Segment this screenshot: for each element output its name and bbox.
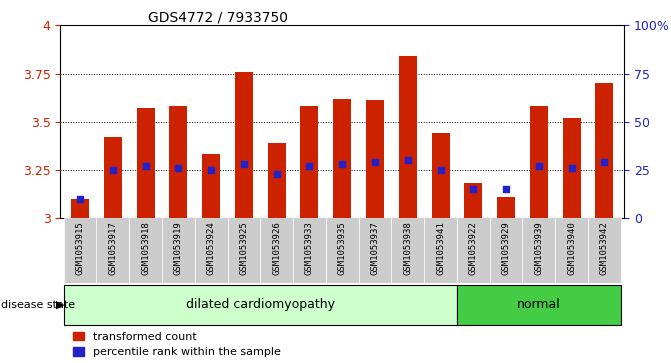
Point [304, 163, 315, 169]
Bar [130, 218, 162, 283]
Bar [358, 218, 391, 283]
Point [140, 163, 151, 169]
Bar [595, 83, 613, 218]
Text: GSM1053915: GSM1053915 [76, 221, 85, 275]
Bar [162, 218, 195, 283]
Bar [326, 218, 358, 283]
Bar [562, 118, 580, 218]
Text: GSM1053918: GSM1053918 [141, 221, 150, 275]
Bar [64, 285, 457, 325]
Point [337, 161, 348, 167]
Bar [490, 218, 523, 283]
Text: ▶: ▶ [56, 300, 64, 310]
Bar [333, 98, 351, 218]
Point [370, 159, 380, 165]
Point [173, 165, 184, 171]
Bar [227, 218, 260, 283]
Bar [104, 137, 122, 218]
Point [533, 163, 544, 169]
Text: GSM1053925: GSM1053925 [240, 221, 248, 275]
Bar [137, 108, 154, 218]
Point [566, 165, 577, 171]
Text: GSM1053924: GSM1053924 [207, 221, 215, 275]
Bar [268, 143, 286, 218]
Text: GSM1053942: GSM1053942 [600, 221, 609, 275]
Bar [523, 218, 555, 283]
Bar [97, 218, 130, 283]
Point [599, 159, 610, 165]
Bar [431, 133, 450, 218]
Point [74, 196, 85, 201]
Bar [301, 106, 319, 218]
Bar [293, 218, 326, 283]
Bar [457, 218, 490, 283]
Text: normal: normal [517, 298, 561, 311]
Text: GSM1053938: GSM1053938 [403, 221, 412, 275]
Text: dilated cardiomyopathy: dilated cardiomyopathy [186, 298, 335, 311]
Text: GSM1053939: GSM1053939 [534, 221, 544, 275]
Bar [457, 285, 621, 325]
Text: GSM1053922: GSM1053922 [469, 221, 478, 275]
Bar [366, 101, 384, 218]
Text: GSM1053926: GSM1053926 [272, 221, 281, 275]
Point [271, 171, 282, 176]
Text: GDS4772 / 7933750: GDS4772 / 7933750 [148, 11, 288, 25]
Bar [260, 218, 293, 283]
Bar [64, 218, 97, 283]
Text: GSM1053933: GSM1053933 [305, 221, 314, 275]
Bar [235, 72, 253, 218]
Text: disease state: disease state [1, 300, 74, 310]
Bar [195, 218, 227, 283]
Point [107, 167, 118, 172]
Text: GSM1053929: GSM1053929 [501, 221, 511, 275]
Bar [202, 154, 220, 218]
Point [206, 167, 217, 172]
Text: GSM1053941: GSM1053941 [436, 221, 445, 275]
Text: GSM1053917: GSM1053917 [108, 221, 117, 275]
Bar [530, 106, 548, 218]
Point [238, 161, 249, 167]
Bar [391, 218, 424, 283]
Bar [399, 56, 417, 218]
Point [501, 186, 511, 192]
Text: GSM1053935: GSM1053935 [338, 221, 347, 275]
Legend: transformed count, percentile rank within the sample: transformed count, percentile rank withi… [72, 332, 280, 358]
Point [435, 167, 446, 172]
Bar [169, 106, 187, 218]
Bar [497, 197, 515, 218]
Bar [71, 199, 89, 218]
Bar [588, 218, 621, 283]
Point [468, 186, 478, 192]
Text: GSM1053919: GSM1053919 [174, 221, 183, 275]
Text: GSM1053937: GSM1053937 [370, 221, 380, 275]
Text: GSM1053940: GSM1053940 [567, 221, 576, 275]
Bar [464, 183, 482, 218]
Bar [555, 218, 588, 283]
Point [403, 157, 413, 163]
Bar [424, 218, 457, 283]
